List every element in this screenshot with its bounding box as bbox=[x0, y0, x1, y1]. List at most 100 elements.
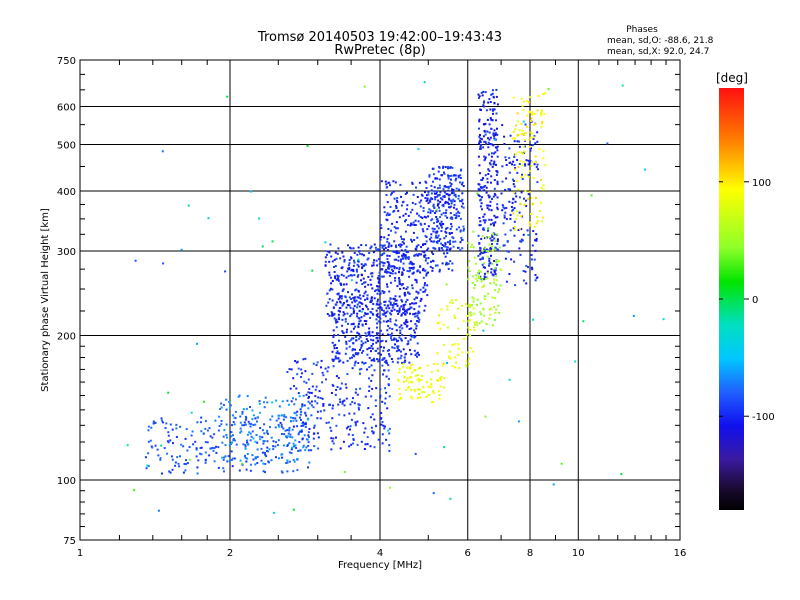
data-point bbox=[387, 429, 390, 432]
data-point bbox=[254, 440, 257, 443]
data-point bbox=[369, 278, 372, 281]
data-point bbox=[492, 109, 494, 112]
data-point bbox=[449, 227, 452, 230]
data-point bbox=[133, 489, 136, 492]
data-point bbox=[332, 437, 335, 440]
data-point bbox=[428, 208, 431, 211]
data-point bbox=[379, 302, 382, 305]
data-point bbox=[479, 205, 482, 208]
data-point bbox=[358, 404, 361, 407]
data-point bbox=[197, 459, 200, 462]
data-point bbox=[520, 97, 523, 100]
data-point bbox=[227, 455, 230, 458]
data-point bbox=[480, 178, 483, 181]
data-point bbox=[461, 238, 464, 241]
data-point bbox=[283, 433, 286, 436]
data-point bbox=[354, 348, 356, 351]
data-point bbox=[344, 383, 347, 386]
data-point bbox=[292, 417, 294, 419]
data-point bbox=[395, 206, 398, 209]
data-point bbox=[522, 161, 525, 164]
data-point bbox=[486, 255, 489, 258]
data-point bbox=[446, 226, 449, 229]
data-point bbox=[301, 404, 304, 407]
data-point bbox=[529, 224, 532, 227]
data-point bbox=[366, 294, 369, 297]
data-point bbox=[451, 166, 454, 169]
data-point bbox=[327, 301, 330, 304]
data-point bbox=[353, 259, 355, 262]
data-point bbox=[430, 233, 433, 236]
data-point bbox=[376, 303, 378, 306]
data-point bbox=[349, 425, 352, 428]
data-point bbox=[325, 421, 328, 424]
data-point bbox=[239, 421, 242, 424]
data-point bbox=[199, 447, 202, 449]
data-point bbox=[446, 308, 449, 311]
data-point bbox=[512, 183, 515, 186]
data-point bbox=[400, 258, 402, 261]
data-point bbox=[424, 254, 427, 257]
data-point bbox=[195, 448, 198, 451]
data-point bbox=[352, 264, 355, 267]
data-point bbox=[266, 450, 268, 452]
data-point bbox=[441, 364, 444, 367]
data-point bbox=[477, 93, 480, 96]
data-point bbox=[251, 454, 254, 457]
data-point bbox=[157, 454, 160, 457]
data-point bbox=[365, 244, 367, 247]
data-point bbox=[386, 249, 389, 252]
data-point bbox=[449, 185, 452, 188]
data-point bbox=[489, 200, 492, 203]
data-point bbox=[532, 230, 535, 233]
data-point bbox=[390, 334, 393, 337]
data-point bbox=[176, 456, 179, 459]
data-point bbox=[406, 366, 409, 369]
data-point bbox=[426, 194, 428, 197]
data-point bbox=[355, 299, 358, 302]
data-point bbox=[337, 247, 340, 250]
data-point bbox=[450, 223, 453, 225]
data-point bbox=[487, 101, 490, 104]
data-point bbox=[410, 376, 413, 379]
data-point bbox=[479, 224, 482, 227]
data-point bbox=[427, 193, 430, 196]
data-point bbox=[398, 216, 401, 219]
data-point bbox=[387, 364, 390, 367]
data-point bbox=[261, 245, 264, 248]
data-point bbox=[339, 295, 341, 298]
data-point bbox=[161, 421, 164, 424]
data-point bbox=[411, 263, 414, 266]
data-point bbox=[228, 407, 231, 409]
data-point bbox=[296, 458, 299, 460]
data-point bbox=[370, 350, 372, 353]
data-point bbox=[457, 327, 460, 330]
data-point bbox=[530, 132, 533, 135]
data-point bbox=[469, 305, 471, 308]
data-point bbox=[436, 177, 439, 180]
data-point bbox=[447, 174, 450, 177]
data-point bbox=[529, 170, 532, 173]
data-point bbox=[621, 84, 624, 87]
data-point bbox=[251, 409, 254, 412]
data-point bbox=[388, 355, 391, 358]
data-point bbox=[308, 388, 311, 390]
data-point bbox=[215, 445, 218, 448]
data-point bbox=[481, 94, 484, 97]
data-point bbox=[356, 331, 359, 334]
data-point bbox=[170, 455, 173, 458]
data-point bbox=[517, 420, 520, 423]
data-point bbox=[262, 470, 265, 473]
data-point bbox=[482, 227, 485, 230]
data-point bbox=[413, 239, 416, 241]
data-point bbox=[528, 101, 530, 104]
data-point bbox=[480, 144, 482, 147]
data-point bbox=[196, 466, 199, 469]
data-point bbox=[439, 197, 442, 200]
data-point bbox=[280, 423, 283, 426]
data-point bbox=[436, 369, 439, 372]
data-point bbox=[436, 352, 439, 355]
data-point bbox=[447, 262, 450, 265]
data-point bbox=[376, 292, 379, 295]
